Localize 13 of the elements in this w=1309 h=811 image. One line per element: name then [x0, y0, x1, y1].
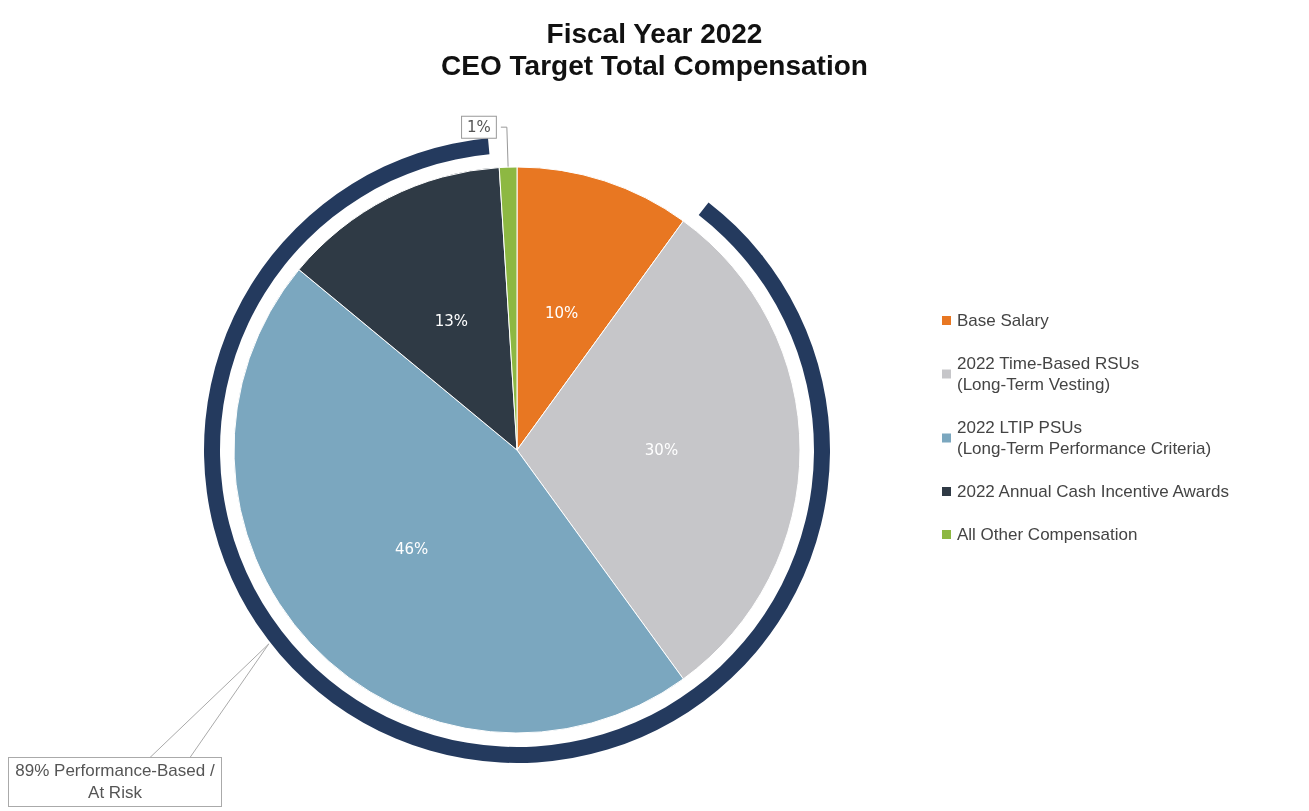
legend-label: 2022 LTIP PSUs (Long-Term Performance Criteria)	[957, 418, 1212, 458]
data-label: 1%	[467, 118, 491, 137]
data-label: 30%	[644, 441, 679, 459]
chart-title: Fiscal Year 2022	[546, 17, 763, 49]
legend-label: Base Salary	[957, 311, 1050, 330]
chart-subtitle: CEO Target Total Compensation	[441, 49, 868, 81]
legend-label: 2022 Time-Based RSUs (Long-Term Vesting)	[957, 354, 1140, 394]
legend-label: All Other Compensation	[957, 525, 1138, 544]
data-label: 46%	[394, 539, 429, 558]
text: 89% Performance-Based / At Risk	[8, 757, 222, 807]
data-label: 10%	[544, 303, 579, 322]
data-label: 13%	[434, 312, 469, 331]
legend-label: 2022 Annual Cash Incentive Awards	[957, 482, 1229, 501]
